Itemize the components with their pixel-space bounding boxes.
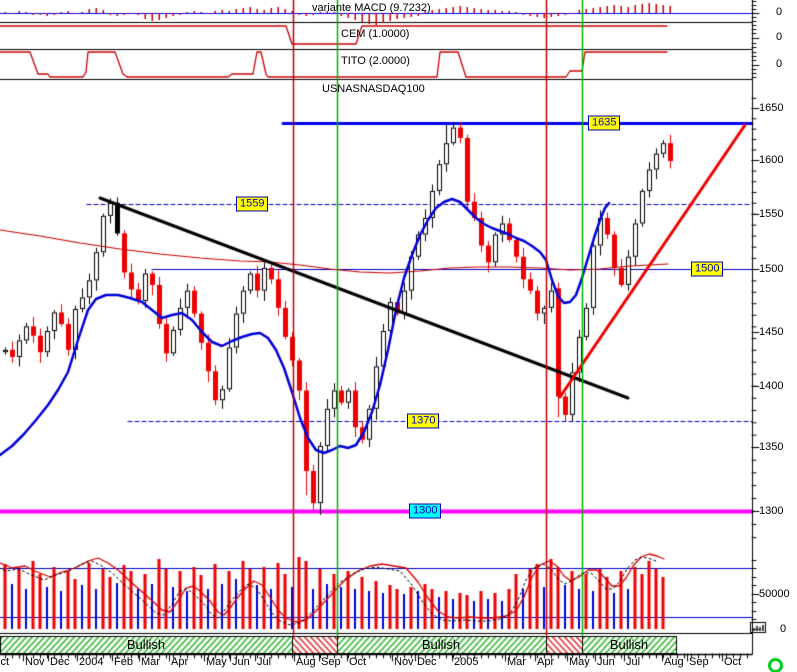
symbol-title: USNASNASDAQ100 <box>322 83 425 95</box>
x-axis-month-label: Aug <box>664 656 684 668</box>
price-line-label[interactable]: 1300 <box>409 503 442 519</box>
cem-panel-title: CEM (1.0000) <box>341 28 410 40</box>
volume-tick-label: 50000 <box>759 588 790 600</box>
volume-tick-label: 0 <box>780 623 787 635</box>
x-axis-month-label: Oct <box>0 656 10 668</box>
x-axis-month-label: Mar <box>507 656 526 668</box>
macd-panel-title: variante MACD (9.7232) <box>312 2 431 14</box>
x-axis-month-label: Oct <box>724 656 742 668</box>
x-axis-month-label: Nov <box>394 656 414 668</box>
x-axis-month-label: Apr <box>171 656 189 668</box>
price-tick-label: 1500 <box>759 263 784 275</box>
x-axis-month-label: Jul <box>257 656 272 668</box>
x-axis-month-label: Nov <box>25 656 45 668</box>
x-axis-month-label: Jun <box>597 656 615 668</box>
x-axis-month-label: 2005 <box>454 656 479 668</box>
x-axis-month-label: Feb <box>114 656 133 668</box>
x-axis-month-label: Sep <box>689 656 709 668</box>
tito-zero-label: 0 <box>776 58 783 70</box>
x-axis-month-label: Sep <box>321 656 341 668</box>
x-axis-month-label: Jun <box>232 656 250 668</box>
x-axis-month-label: May <box>206 656 227 668</box>
x-axis-month-label: 2004 <box>79 656 104 668</box>
price-tick-label: 1450 <box>759 326 784 338</box>
x-axis-month-label: Dec <box>50 656 70 668</box>
price-line-label[interactable]: 1500 <box>691 261 724 277</box>
price-tick-label: 1300 <box>759 505 784 517</box>
tito-panel-title: TITO (2.0000) <box>341 55 410 67</box>
price-line-label[interactable]: 1635 <box>588 115 621 131</box>
price-tick-label: 1400 <box>759 380 784 392</box>
x-axis-month-label: Oct <box>349 656 367 668</box>
trend-band-label: Bullish <box>609 637 649 652</box>
price-line-label[interactable]: 1370 <box>407 413 440 429</box>
trend-band-label: Bullish <box>126 637 166 652</box>
price-tick-label: 1600 <box>759 154 784 166</box>
trend-band-label: Bullish <box>421 637 461 652</box>
x-axis-month-label: Mar <box>141 656 160 668</box>
x-axis-month-label: Dec <box>417 656 437 668</box>
macd-zero-label: 0 <box>776 6 783 18</box>
x-axis-month-label: Apr <box>537 656 555 668</box>
price-tick-label: 1550 <box>759 208 784 220</box>
price-tick-label: 1650 <box>759 102 784 114</box>
cem-zero-label: 0 <box>776 31 783 43</box>
status-ring-icon <box>768 658 783 672</box>
x-axis-month-label: Aug <box>296 656 316 668</box>
price-tick-label: 1350 <box>759 441 784 453</box>
x-axis-month-label: May <box>569 656 590 668</box>
price-line-label[interactable]: 1559 <box>236 196 269 212</box>
x-axis-month-label: Jul <box>626 656 641 668</box>
